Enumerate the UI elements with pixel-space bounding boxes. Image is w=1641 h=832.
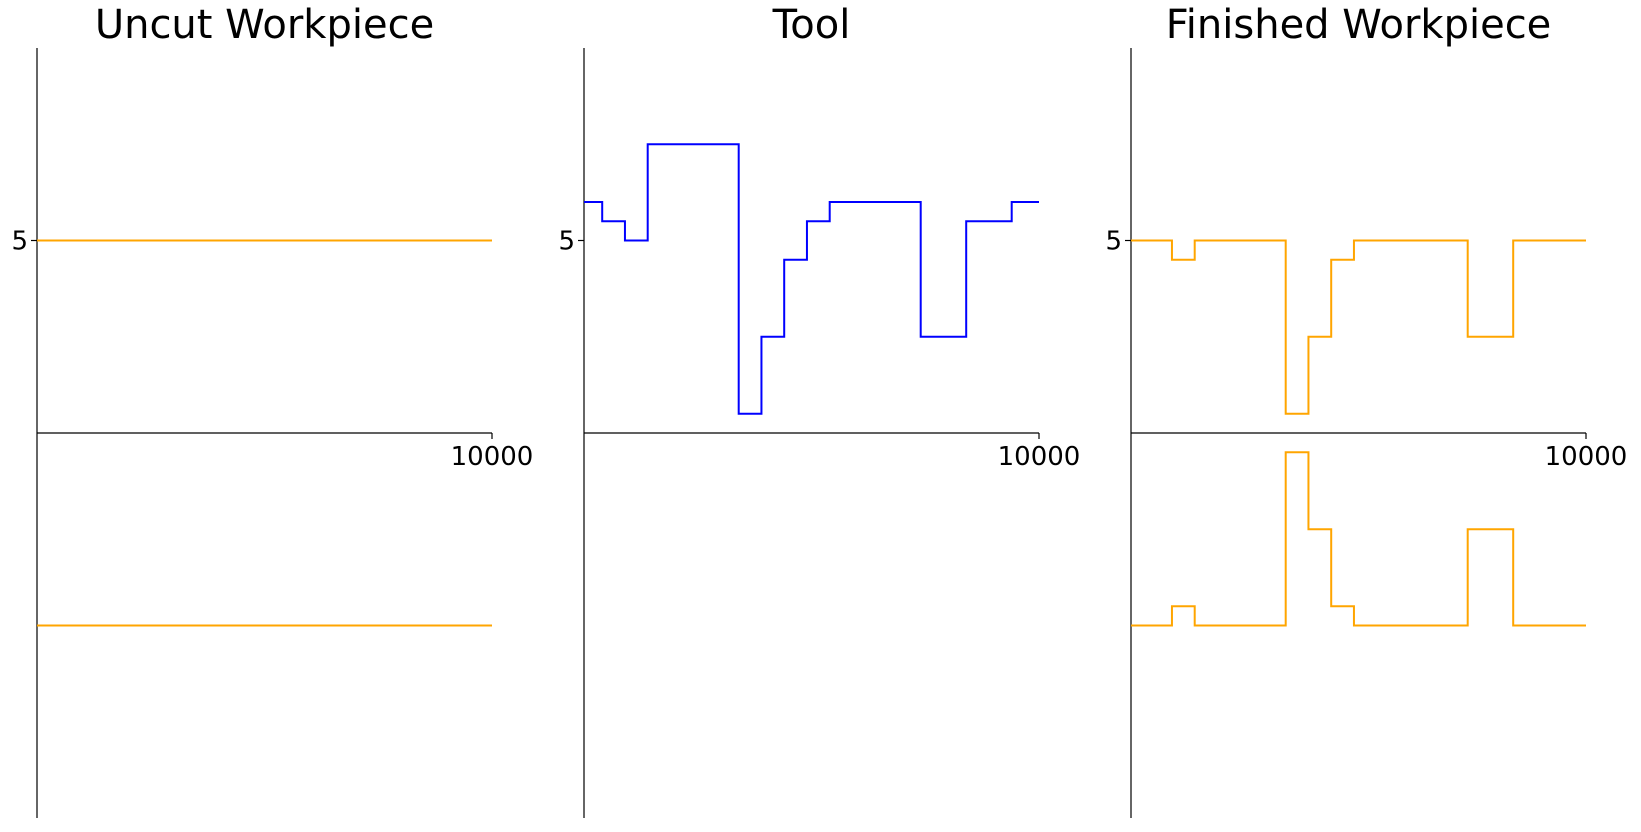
series-line-1 [584,143,1039,415]
x-tick-label: 10000 [451,442,534,472]
panel-title: Tool [772,2,851,48]
panel-3: Finished Workpiece 5 10000 [1105,2,1627,818]
series-line-2 [1131,451,1586,627]
panel-title: Uncut Workpiece [95,2,434,48]
panel-2: Tool 5 10000 [558,2,1080,818]
y-tick-label: 5 [558,227,575,257]
panel-title: Finished Workpiece [1166,2,1552,48]
x-tick-label: 10000 [998,442,1081,472]
y-tick-label: 5 [11,227,28,257]
y-tick-label: 5 [1105,227,1122,257]
x-tick-label: 10000 [1545,442,1628,472]
series-line-1 [1131,239,1586,415]
panel-1: Uncut Workpiece 5 10000 [11,2,533,818]
